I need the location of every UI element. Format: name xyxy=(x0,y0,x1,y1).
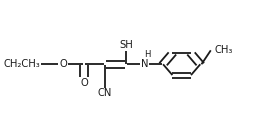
Text: H: H xyxy=(144,50,150,59)
Text: O: O xyxy=(80,78,88,88)
Text: SH: SH xyxy=(119,40,133,50)
Text: O: O xyxy=(59,59,67,69)
Text: CH₃: CH₃ xyxy=(214,45,233,55)
Text: N: N xyxy=(141,59,148,69)
Text: CN: CN xyxy=(98,88,112,98)
Text: CH₂CH₃: CH₂CH₃ xyxy=(3,59,40,69)
